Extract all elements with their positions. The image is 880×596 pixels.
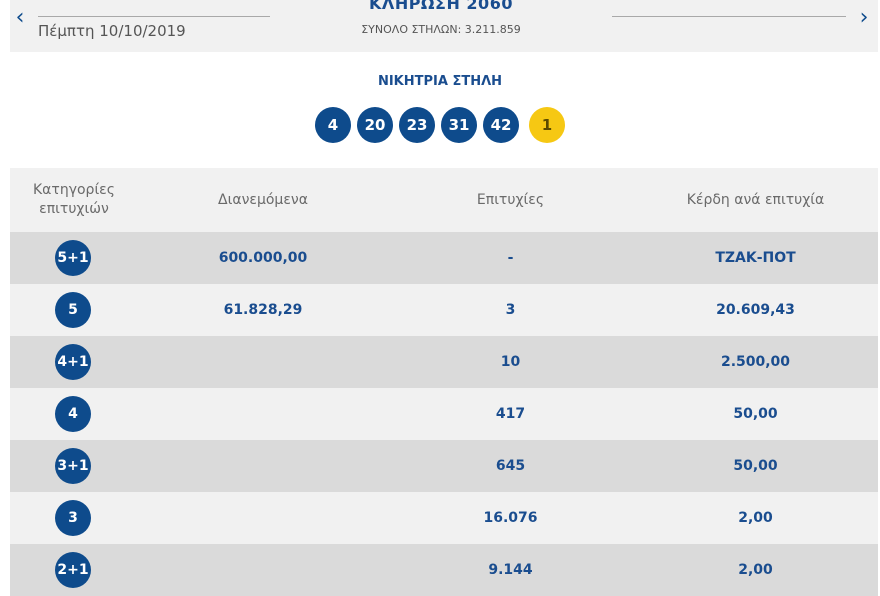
category-badge: 4 — [55, 396, 91, 432]
table-row: 3 16.076 2,00 — [10, 492, 878, 544]
table-row: 4+1 10 2.500,00 — [10, 336, 878, 388]
header-winners: Επιτυχίες — [476, 192, 545, 208]
category-badge: 4+1 — [55, 344, 91, 380]
total-columns: ΣΥΝΟΛΟ ΣΤΗΛΩΝ: 3.211.859 — [361, 23, 521, 36]
table-row: 5+1 600.000,00 - ΤΖΑΚ-ΠΟΤ — [10, 232, 878, 284]
category-badge: 3 — [55, 500, 91, 536]
winners-count: 16.076 — [483, 510, 538, 526]
winners-count: 645 — [495, 458, 526, 474]
header-category: Κατηγορίες επιτυχιών — [33, 182, 115, 217]
category-badge: 2+1 — [55, 552, 91, 588]
next-draw-arrow-icon[interactable]: › — [859, 5, 869, 30]
winning-number-ball: 42 — [483, 107, 519, 143]
previous-draw-arrow-icon[interactable]: ‹ — [15, 5, 25, 30]
prize-per-winner: 20.609,43 — [716, 302, 795, 318]
category-badge: 5 — [55, 292, 91, 328]
winners-count: 9.144 — [488, 562, 533, 578]
table-row: 5 61.828,29 3 20.609,43 — [10, 284, 878, 336]
winners-count: 3 — [505, 302, 516, 318]
header-divider-right — [612, 16, 846, 17]
joker-number-ball: 1 — [529, 107, 565, 143]
header-divider-left — [38, 16, 270, 17]
draw-date: Πέμπτη 10/10/2019 — [38, 22, 186, 40]
draw-title: ΚΛΗΡΩΣΗ 2060 — [369, 0, 513, 13]
table-row: 2+1 9.144 2,00 — [10, 544, 878, 596]
winners-count: - — [507, 250, 514, 266]
distributed-amount: 61.828,29 — [223, 302, 303, 318]
distributed-amount: 600.000,00 — [218, 250, 308, 266]
winning-number-ball: 20 — [357, 107, 393, 143]
winning-number-ball: 23 — [399, 107, 435, 143]
category-badge: 3+1 — [55, 448, 91, 484]
winning-numbers: 4 20 23 31 42 1 — [0, 107, 880, 143]
category-badge: 5+1 — [55, 240, 91, 276]
winning-number-ball: 31 — [441, 107, 477, 143]
table-row: 3+1 645 50,00 — [10, 440, 878, 492]
prize-per-winner: 2.500,00 — [720, 354, 791, 370]
prize-per-winner: 2,00 — [738, 562, 773, 578]
prize-per-winner: 50,00 — [733, 458, 778, 474]
prize-per-winner: ΤΖΑΚ-ΠΟΤ — [715, 250, 796, 266]
winning-number-ball: 4 — [315, 107, 351, 143]
header-prize: Κέρδη ανά επιτυχία — [686, 192, 825, 208]
winning-column-label: ΝΙΚΗΤΡΙΑ ΣΤΗΛΗ — [377, 74, 503, 89]
table-row: 4 417 50,00 — [10, 388, 878, 440]
draw-header: ‹ Πέμπτη 10/10/2019 ΚΛΗΡΩΣΗ 2060 ΣΥΝΟΛΟ … — [10, 0, 878, 52]
prize-per-winner: 50,00 — [733, 406, 778, 422]
prize-table-header: Κατηγορίες επιτυχιών Διανεμόμενα Επιτυχί… — [10, 168, 878, 232]
prize-per-winner: 2,00 — [738, 510, 773, 526]
winners-count: 417 — [495, 406, 526, 422]
prize-table: Κατηγορίες επιτυχιών Διανεμόμενα Επιτυχί… — [10, 168, 878, 596]
winners-count: 10 — [500, 354, 521, 370]
header-distributed: Διανεμόμενα — [218, 192, 308, 208]
